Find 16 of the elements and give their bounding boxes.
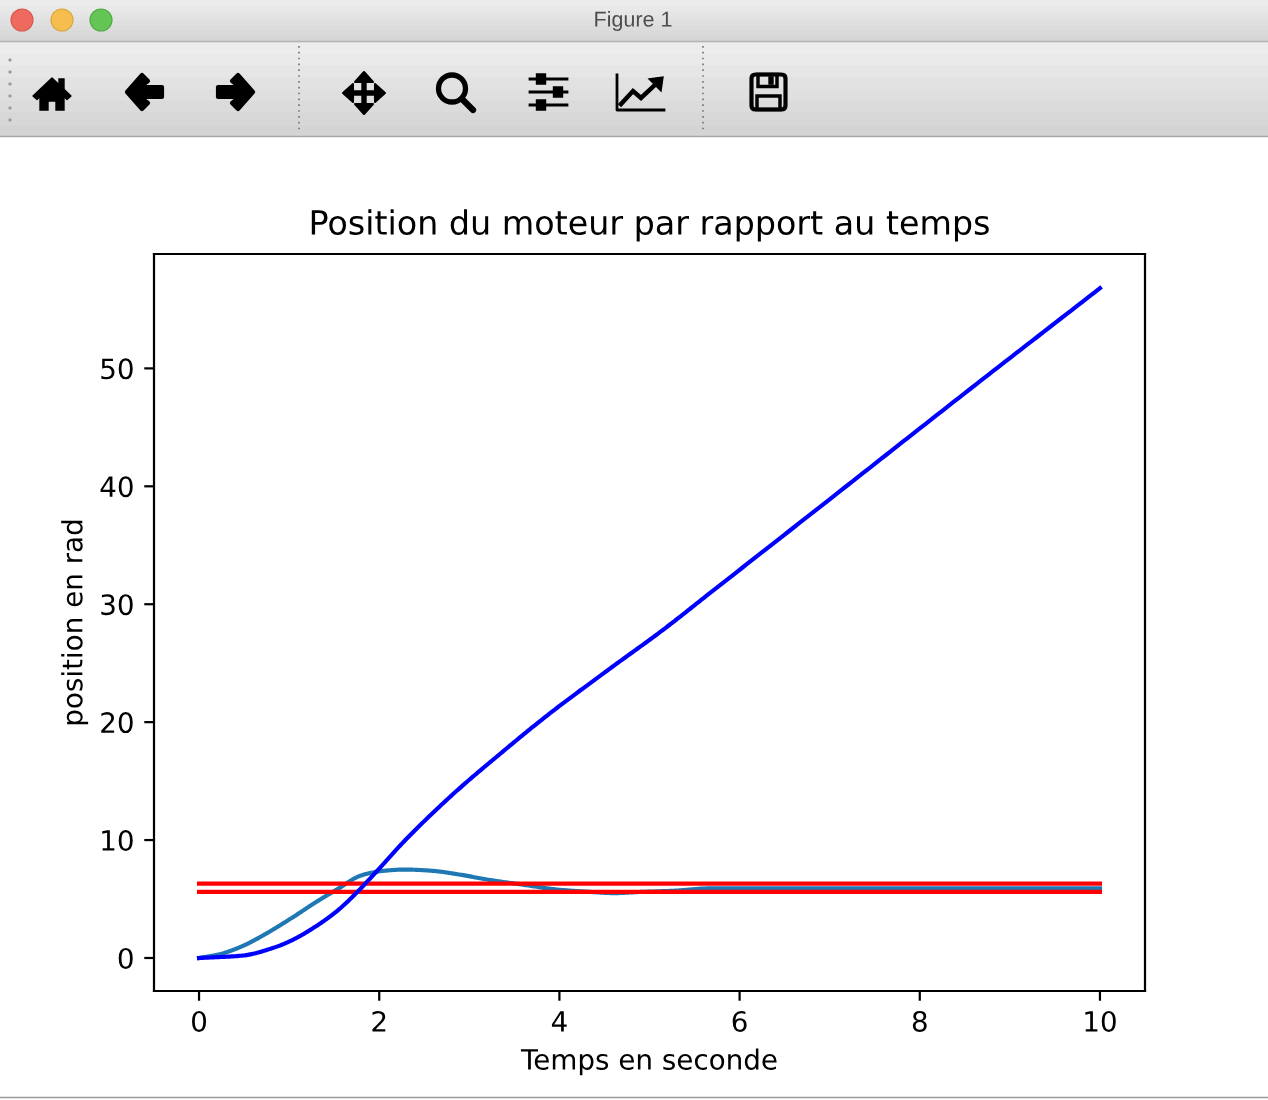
x-tick-label: 10 <box>1085 1010 1116 1032</box>
x-tick-label: 6 <box>732 1010 747 1032</box>
x-tick-label: 0 <box>192 1010 207 1032</box>
y-tick-label: 30 <box>101 594 133 616</box>
y-tick-label: 0 <box>118 947 133 969</box>
x-tick-label: 8 <box>912 1010 927 1032</box>
x-tick-label: 2 <box>372 1010 386 1032</box>
x-axis-title: Temps en seconde <box>520 1048 777 1076</box>
x-tick-label: 4 <box>551 1011 567 1032</box>
caption: Figure 1 <box>595 10 672 32</box>
y-tick-label: 10 <box>102 830 133 852</box>
y-tick-label: 50 <box>101 358 133 380</box>
chart-title: Position du moteur par rapport au temps <box>311 209 989 242</box>
y-axis-title: position en rad <box>61 520 89 725</box>
y-tick-label: 40 <box>100 476 133 498</box>
y-tick-label: 20 <box>101 712 133 734</box>
